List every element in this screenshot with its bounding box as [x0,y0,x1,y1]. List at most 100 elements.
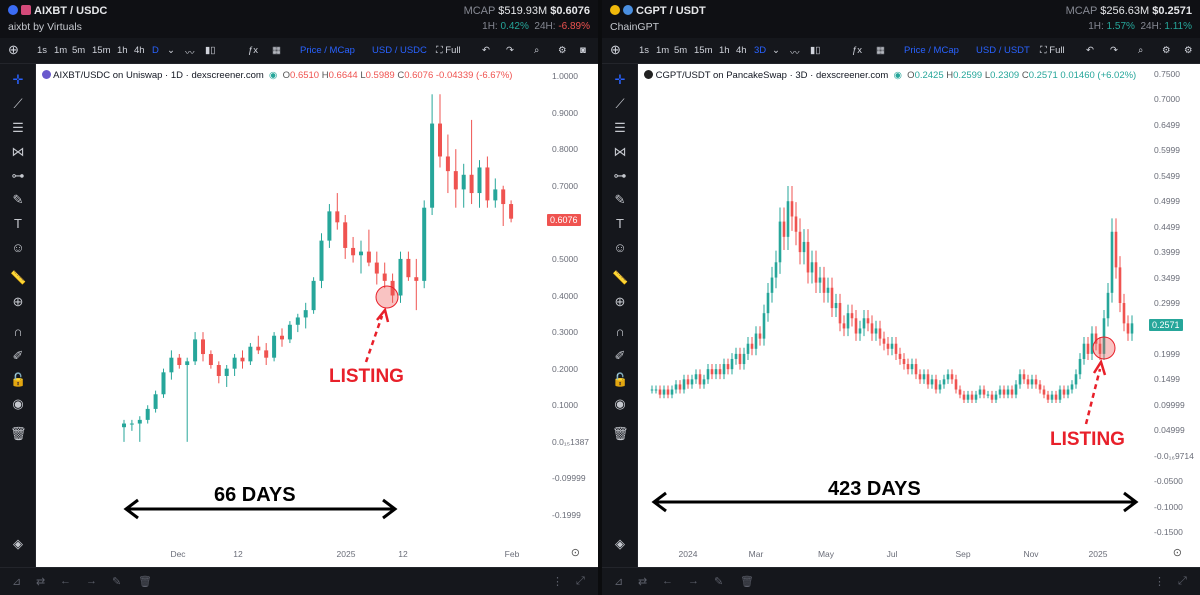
settings-icon[interactable]: ⊙ [1172,547,1182,559]
interval-5m[interactable]: 5m [674,45,688,56]
forward-icon[interactable]: → [688,575,699,587]
lock-draw-icon[interactable]: ✐ [12,348,24,363]
back-icon[interactable]: ← [662,575,673,587]
price-mcap-toggle[interactable]: Price / MCap [300,45,355,56]
emoji-icon[interactable]: ☺ [11,240,25,255]
search-icon[interactable]: ⌕ [534,45,540,56]
lock-draw-icon[interactable]: ✐ [614,348,626,363]
range-icon[interactable]: ⊶ [613,168,627,183]
delete-icon[interactable]: 🗑 [138,576,152,588]
fib-icon[interactable]: ☰ [614,120,626,135]
currency-toggle[interactable]: USD / USDC [372,45,427,56]
y-tick-label: -0.1500 [1154,527,1183,537]
expand-icon[interactable]: ⤢ [1178,575,1187,587]
add-icon[interactable]: ⊕ [610,42,621,57]
layers-icon[interactable]: ◈ [13,536,23,551]
interval-15m[interactable]: 15m [92,45,111,56]
lock-icon[interactable]: 🔓 [10,372,27,387]
pair-title[interactable]: AIXBT / USDC [8,5,107,17]
interval-1h[interactable]: 1h [117,45,128,56]
camera-icon[interactable]: ◙ [580,45,586,56]
interval-1h[interactable]: 1h [719,45,730,56]
redo-icon[interactable]: ↷ [506,45,514,56]
range-icon[interactable]: ⊶ [11,168,25,183]
candles-icon[interactable]: ▮▯ [205,45,216,56]
more-icon[interactable]: ⋮ [1154,576,1165,588]
interval-5m[interactable]: 5m [72,45,86,56]
candlestick-plot[interactable] [638,64,1200,567]
crosshair-icon[interactable]: ✛ [12,72,24,87]
delete-icon[interactable]: 🗑 [740,576,754,588]
line-chart-icon[interactable]: 〰 [185,48,195,59]
expand-icon[interactable]: ⤢ [576,575,585,587]
interval-d[interactable]: D [152,45,159,56]
pattern-icon[interactable]: ⋈ [11,144,25,159]
trendline-icon[interactable]: ⟋ [13,96,23,111]
chevron-down-icon[interactable]: ⌄ [772,45,780,56]
more-icon[interactable]: ⋮ [552,576,563,588]
lock-icon[interactable]: 🔓 [612,372,629,387]
compare-icon[interactable]: ⇄ [36,576,46,588]
fullscreen-button[interactable]: ⛶ Full [1040,45,1065,56]
interval-1m[interactable]: 1m [656,45,670,56]
zoom-icon[interactable]: ⊕ [12,294,24,309]
price-mcap-toggle[interactable]: Price / MCap [904,45,959,56]
magnet-icon[interactable]: ∩ [13,324,23,339]
chevron-down-icon[interactable]: ⌄ [167,45,175,56]
chart-area[interactable]: AIXBT/USDC on Uniswap · 1D · dexscreener… [36,64,598,567]
text-icon[interactable]: T [616,216,624,231]
interval-1s[interactable]: 1s [639,45,650,56]
fib-icon[interactable]: ☰ [12,120,24,135]
fullscreen-button[interactable]: ⛶ Full [436,45,461,56]
trash-icon[interactable]: 🗑 [612,426,629,441]
layers-icon[interactable]: ◈ [615,536,625,551]
live-dot-icon: ◉ [890,70,905,81]
interval-15m[interactable]: 15m [694,45,713,56]
add-icon[interactable]: ⊕ [8,42,19,57]
trendline-icon[interactable]: ⟋ [615,96,625,111]
interval-1s[interactable]: 1s [37,45,48,56]
chart-icon[interactable]: ⊿ [614,576,624,588]
layout-icon[interactable]: ▦ [272,45,281,56]
ruler-icon[interactable]: 📏 [10,270,27,285]
text-icon[interactable]: T [14,216,22,231]
eye-icon[interactable]: ◉ [614,396,626,411]
gear-icon[interactable]: ⚙ [1162,45,1171,56]
brush-icon[interactable]: ✎ [614,192,626,207]
settings-icon[interactable]: ⊙ [570,547,580,559]
ruler-icon[interactable]: 📏 [612,270,629,285]
interval-1m[interactable]: 1m [54,45,68,56]
indicators-icon[interactable]: ƒx [248,45,259,56]
candlestick-plot[interactable] [36,64,598,567]
candles-icon[interactable]: ▮▯ [810,45,821,56]
compare-icon[interactable]: ⇄ [638,576,648,588]
indicators-icon[interactable]: ƒx [852,45,863,56]
pattern-icon[interactable]: ⋈ [613,144,627,159]
back-icon[interactable]: ← [60,575,71,587]
zoom-icon[interactable]: ⊕ [614,294,626,309]
eye-icon[interactable]: ◉ [12,396,24,411]
currency-toggle[interactable]: USD / USDT [976,45,1030,56]
chart-icon[interactable]: ⊿ [12,576,22,588]
interval-3d[interactable]: 3D [754,45,767,56]
chart-area[interactable]: CGPT/USDT on PancakeSwap · 3D · dexscree… [638,64,1200,567]
line-chart-icon[interactable]: 〰 [790,48,800,59]
undo-icon[interactable]: ↶ [1086,45,1094,56]
undo-icon[interactable]: ↶ [482,45,490,56]
pencil-icon[interactable]: ✎ [714,576,724,588]
magnet-icon[interactable]: ∩ [615,324,625,339]
interval-4h[interactable]: 4h [736,45,747,56]
gear-icon[interactable]: ⚙ [558,45,567,56]
search-icon[interactable]: ⌕ [1138,45,1144,56]
pencil-icon[interactable]: ✎ [112,576,122,588]
layout-icon[interactable]: ▦ [876,45,885,56]
emoji-icon[interactable]: ☺ [613,240,627,255]
brush-icon[interactable]: ✎ [12,192,24,207]
crosshair-icon[interactable]: ✛ [614,72,626,87]
pair-title[interactable]: CGPT / USDT [610,5,706,17]
trash-icon[interactable]: 🗑 [10,426,27,441]
forward-icon[interactable]: → [86,575,97,587]
settings-icon[interactable]: ⚙ [1184,45,1193,56]
redo-icon[interactable]: ↷ [1110,45,1118,56]
interval-4h[interactable]: 4h [134,45,145,56]
